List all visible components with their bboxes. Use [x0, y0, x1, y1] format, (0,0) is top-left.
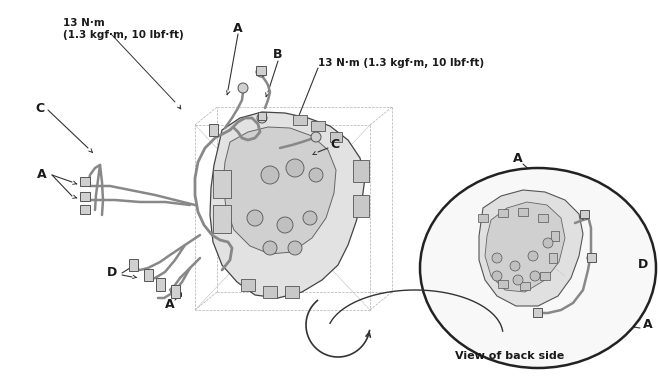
Circle shape	[492, 271, 502, 281]
Circle shape	[238, 83, 248, 93]
Circle shape	[510, 261, 520, 271]
Bar	[353, 195, 369, 217]
Polygon shape	[479, 190, 583, 306]
Bar	[144, 269, 153, 281]
Text: 13 N·m
(1.3 kgf·m, 10 lbf·ft): 13 N·m (1.3 kgf·m, 10 lbf·ft)	[63, 18, 184, 40]
Circle shape	[261, 166, 279, 184]
Bar	[520, 282, 530, 290]
Bar	[587, 253, 596, 262]
Text: C: C	[330, 138, 340, 152]
Bar	[540, 272, 550, 280]
Circle shape	[581, 212, 589, 220]
Circle shape	[277, 217, 293, 233]
Bar	[518, 208, 528, 216]
Bar	[213, 170, 231, 198]
Bar	[293, 115, 307, 125]
Circle shape	[534, 309, 542, 317]
Circle shape	[303, 211, 317, 225]
Circle shape	[247, 210, 263, 226]
Bar	[285, 286, 299, 298]
Bar	[171, 285, 180, 298]
Circle shape	[286, 159, 304, 177]
Polygon shape	[210, 112, 365, 298]
Bar	[478, 214, 488, 222]
Text: View of back side: View of back side	[455, 351, 565, 361]
Ellipse shape	[420, 168, 656, 368]
Text: C: C	[36, 102, 45, 115]
Bar	[498, 280, 508, 288]
Circle shape	[528, 251, 538, 261]
Circle shape	[543, 238, 553, 248]
Bar	[80, 192, 90, 201]
Circle shape	[257, 113, 267, 123]
Text: D: D	[107, 266, 117, 279]
Text: A: A	[513, 152, 523, 164]
Bar	[551, 231, 559, 241]
Circle shape	[256, 67, 266, 77]
Bar	[213, 205, 231, 233]
Bar	[241, 279, 255, 291]
Circle shape	[587, 254, 595, 262]
Text: A: A	[643, 319, 653, 332]
Bar	[156, 278, 165, 291]
Circle shape	[288, 241, 302, 255]
Text: 13 N·m (1.3 kgf·m, 10 lbf·ft): 13 N·m (1.3 kgf·m, 10 lbf·ft)	[318, 58, 484, 68]
Bar	[209, 124, 218, 136]
Polygon shape	[223, 127, 336, 254]
Bar	[549, 253, 557, 263]
Bar	[330, 132, 342, 142]
Circle shape	[530, 271, 540, 281]
Bar	[580, 210, 589, 218]
Circle shape	[311, 132, 321, 142]
Circle shape	[263, 241, 277, 255]
Bar	[538, 214, 548, 222]
Text: D: D	[638, 259, 648, 271]
Circle shape	[309, 168, 323, 182]
Circle shape	[513, 275, 523, 285]
Bar	[129, 259, 138, 271]
Text: A: A	[165, 299, 175, 311]
Circle shape	[492, 253, 502, 263]
Bar	[263, 286, 277, 298]
Bar	[80, 177, 90, 186]
Bar	[80, 205, 90, 214]
Bar	[353, 160, 369, 182]
Bar	[311, 121, 325, 131]
Text: A: A	[38, 169, 47, 181]
Text: B: B	[273, 48, 283, 62]
Bar	[258, 112, 266, 120]
Polygon shape	[485, 202, 565, 292]
Bar	[533, 308, 542, 317]
Bar	[256, 66, 266, 75]
Bar	[498, 209, 508, 217]
Text: A: A	[233, 22, 243, 34]
